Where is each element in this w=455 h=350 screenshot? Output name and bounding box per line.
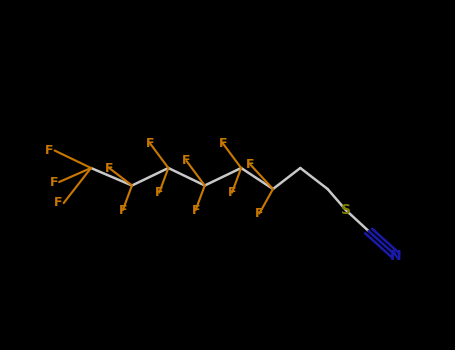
Text: F: F [119,203,127,217]
Text: F: F [146,137,154,150]
Text: F: F [219,137,227,150]
Text: F: F [182,154,191,168]
Text: F: F [192,203,200,217]
Text: F: F [105,161,113,175]
Text: F: F [155,186,163,199]
Text: F: F [50,175,58,189]
Text: F: F [228,186,236,199]
Text: F: F [255,207,263,220]
Text: F: F [45,144,53,157]
Text: N: N [390,248,402,262]
Text: F: F [54,196,62,210]
Text: F: F [246,158,254,171]
Text: S: S [341,203,351,217]
